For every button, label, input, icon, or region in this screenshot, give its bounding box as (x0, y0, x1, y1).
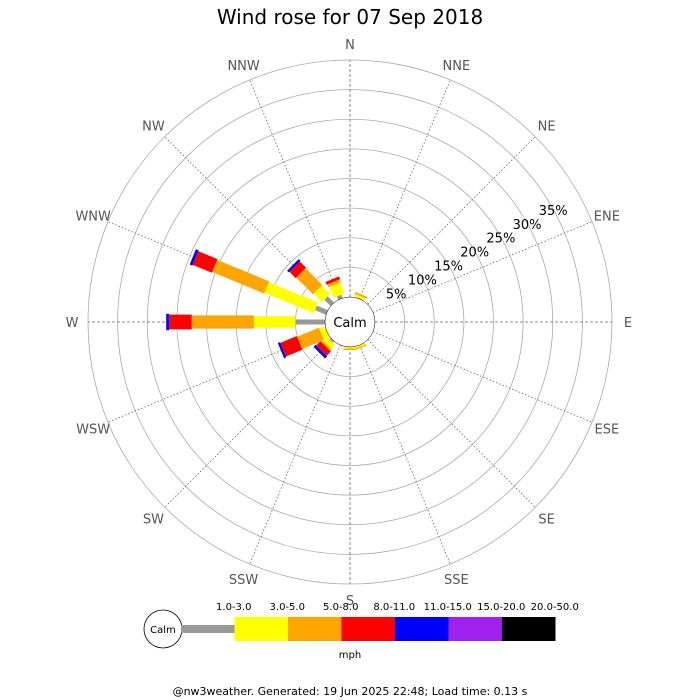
direction-label-wnw: WNW (75, 210, 111, 225)
bar-w-bin-0 (295, 319, 325, 325)
bar-nw-bin-1 (313, 285, 331, 303)
bar-s-bin-1 (344, 347, 356, 349)
legend-swatch-4 (395, 617, 449, 641)
bar-wnw-bin-0 (315, 305, 328, 315)
bar-wsw-bin-3 (280, 336, 303, 357)
grid-spoke (372, 221, 593, 313)
grid-spoke (359, 79, 451, 300)
bar-nnw-bin-1 (329, 282, 345, 298)
bar-nw-bin-3 (289, 261, 307, 279)
legend-bin-label-6: 20.0-50.0 (531, 602, 579, 613)
legend-swatch-6 (502, 617, 556, 641)
direction-label-ne: NE (538, 119, 556, 134)
direction-label-se: SE (538, 513, 554, 528)
direction-label-nnw: NNW (227, 59, 259, 74)
bar-w-bin-4 (166, 313, 170, 331)
direction-label-wsw: WSW (76, 422, 110, 437)
bar-nne-bin-1 (354, 293, 367, 301)
footer-text: @nw3weather. Generated: 19 Jun 2025 22:4… (173, 685, 528, 698)
calm-label: Calm (333, 316, 366, 331)
legend-bin-label-4: 11.0-15.0 (424, 602, 472, 613)
direction-label-nw: NW (142, 119, 165, 134)
legend-bin-label-3: 8.0-11.0 (373, 602, 415, 613)
legend-units: mph (339, 650, 361, 661)
direction-label-ene: ENE (594, 210, 620, 225)
radial-tick-labels: 5%10%15%20%25%30%35% (386, 204, 568, 302)
bar-nnw-bin-3 (325, 276, 341, 285)
legend-swatch-5 (448, 617, 502, 641)
direction-label-ssw: SSW (229, 573, 259, 588)
bar-s-bin-2 (343, 348, 357, 350)
legend-swatch-0 (181, 625, 235, 633)
legend-swatch-2 (288, 617, 342, 641)
bar-w-bin-2 (191, 315, 254, 329)
bar-wnw-bin-4 (189, 249, 199, 266)
bar-nnw-bin-0 (336, 294, 343, 300)
bar-sw-bin-0 (329, 337, 335, 343)
radial-tick-5: 5% (386, 287, 407, 302)
grid-spoke (367, 339, 536, 508)
direction-labels: N NNE NE ENE E ESE SE SSE S SSW SW WSW W WNW NW NNW (66, 38, 633, 609)
direction-label-sw: SW (143, 513, 164, 528)
radial-tick-20: 20% (460, 246, 489, 261)
grid-spoke (249, 344, 341, 565)
grid-spoke (372, 331, 593, 423)
bar-sw-bin-3 (316, 341, 331, 356)
legend-bin-label-1: 3.0-5.0 (270, 602, 305, 613)
bar-w-bin-1 (253, 316, 296, 328)
legend-bin-label-5: 15.0-20.0 (477, 602, 525, 613)
grid-spoke (359, 344, 451, 565)
grid-spoke (164, 339, 333, 508)
direction-label-w: W (66, 316, 79, 331)
bar-sw-bin-2 (321, 340, 332, 351)
radial-tick-35: 35% (539, 204, 568, 219)
bar-sw-bin-1 (322, 336, 336, 350)
bar-sw-bin-4 (313, 344, 328, 359)
direction-bars (166, 249, 368, 359)
bar-sse-bin-1 (354, 342, 366, 349)
bar-wnw-bin-1 (264, 282, 319, 314)
legend-bin-label-2: 5.0-8.0 (323, 602, 358, 613)
bar-nnw-bin-2 (327, 279, 341, 288)
direction-label-e: E (624, 316, 632, 331)
radial-tick-15: 15% (434, 260, 463, 275)
direction-label-ese: ESE (594, 422, 619, 437)
bar-w-bin-3 (169, 314, 192, 330)
grid-spoke (249, 79, 341, 300)
bar-nw-bin-0 (324, 296, 335, 307)
bar-wsw-bin-2 (297, 327, 324, 349)
bar-nw-bin-4 (287, 259, 301, 273)
radial-tick-25: 25% (486, 232, 515, 247)
bar-nw-bin-2 (296, 268, 323, 295)
legend-swatch-1 (234, 617, 288, 641)
direction-label-nne: NNE (443, 59, 471, 74)
calm-circle (324, 296, 376, 348)
legend-swatch-3 (341, 617, 395, 641)
radial-tick-10: 10% (408, 273, 437, 288)
bar-wsw-bin-4 (277, 342, 287, 359)
legend-bin-label-0: 1.0-3.0 (216, 602, 251, 613)
bar-wnw-bin-3 (192, 251, 218, 273)
bar-wsw-bin-1 (319, 326, 330, 340)
bar-sse-bin-2 (354, 344, 367, 351)
radial-tick-30: 30% (513, 218, 542, 233)
chart-title: Wind rose for 07 Sep 2018 (217, 5, 483, 29)
bar-wnw-bin-2 (212, 259, 270, 294)
speed-legend: Calm 1.0-3.0 3.0-5.0 5.0-8.0 8.0-11.0 11.0-15… (143, 602, 579, 661)
direction-label-s: S (346, 594, 354, 609)
bar-nne-bin-2 (354, 292, 368, 299)
legend-calm-label: Calm (150, 625, 176, 636)
grid-spoke (367, 136, 536, 305)
direction-label-n: N (345, 38, 355, 53)
direction-label-sse: SSE (444, 573, 469, 588)
